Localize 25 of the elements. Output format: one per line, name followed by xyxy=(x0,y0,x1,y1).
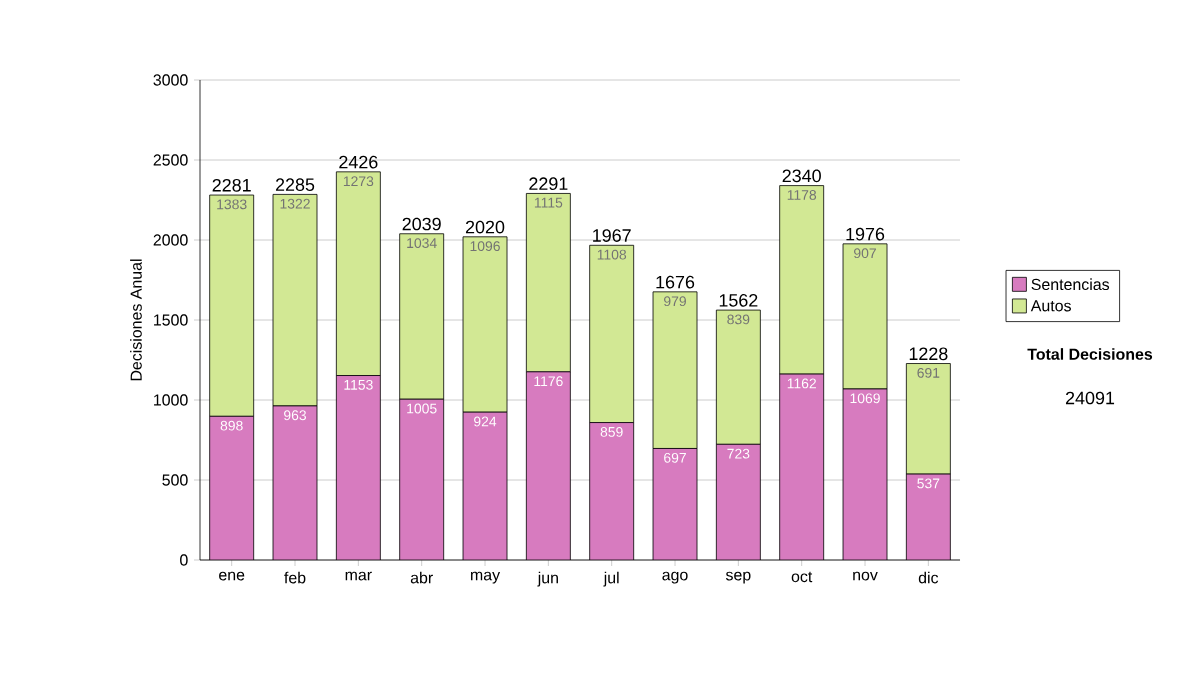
bar xyxy=(463,412,508,560)
total-label: 2340 xyxy=(782,169,821,183)
total-label: 2426 xyxy=(339,155,378,169)
total-label: 1562 xyxy=(719,293,758,307)
bar xyxy=(399,399,444,560)
bar xyxy=(589,422,634,560)
bar xyxy=(209,416,254,560)
total-label: 1967 xyxy=(593,229,631,242)
bar xyxy=(779,374,824,560)
total-label: 1228 xyxy=(909,347,948,361)
bar xyxy=(273,405,318,560)
bar xyxy=(336,375,381,560)
total-label: 2291 xyxy=(529,177,568,191)
bar xyxy=(716,444,761,560)
bar xyxy=(526,371,571,560)
total-label: 2285 xyxy=(275,178,315,192)
total-label: 1676 xyxy=(656,275,695,289)
bar xyxy=(905,473,951,560)
total-label: 2281 xyxy=(212,178,251,192)
bar xyxy=(843,388,888,560)
text: 24091 xyxy=(1065,391,1115,405)
total-label: 2039 xyxy=(402,217,441,231)
total-label: 1976 xyxy=(846,227,885,241)
total-label: 2020 xyxy=(465,220,505,234)
bar xyxy=(653,448,698,560)
